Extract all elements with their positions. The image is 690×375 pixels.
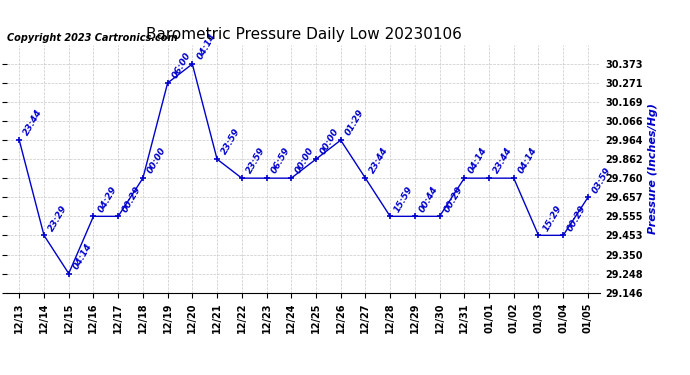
- Text: 23:44: 23:44: [368, 146, 391, 176]
- Text: 03:59: 03:59: [591, 165, 613, 195]
- Text: 23:59: 23:59: [220, 127, 242, 156]
- Text: 23:59: 23:59: [244, 146, 266, 176]
- Text: 00:00: 00:00: [146, 146, 168, 176]
- Text: 00:29: 00:29: [566, 203, 588, 232]
- Text: 04:14: 04:14: [72, 242, 94, 271]
- Text: 04:29: 04:29: [96, 184, 118, 213]
- Text: 15:59: 15:59: [393, 184, 415, 213]
- Text: 23:29: 23:29: [47, 203, 69, 232]
- Text: 00:29: 00:29: [121, 184, 143, 213]
- Text: 15:29: 15:29: [541, 203, 563, 232]
- Text: 23:44: 23:44: [22, 108, 44, 137]
- Text: 23:44: 23:44: [492, 146, 514, 176]
- Text: 04:14: 04:14: [467, 146, 489, 176]
- Text: 04:14: 04:14: [195, 32, 217, 61]
- Text: 00:00: 00:00: [319, 127, 341, 156]
- Text: 00:44: 00:44: [417, 184, 440, 213]
- Text: Copyright 2023 Cartronics.com: Copyright 2023 Cartronics.com: [7, 33, 177, 42]
- Text: 00:29: 00:29: [442, 184, 464, 213]
- Title: Barometric Pressure Daily Low 20230106: Barometric Pressure Daily Low 20230106: [146, 27, 462, 42]
- Text: 06:59: 06:59: [269, 146, 291, 176]
- Text: 00:00: 00:00: [294, 146, 316, 176]
- Y-axis label: Pressure (Inches/Hg): Pressure (Inches/Hg): [649, 103, 658, 234]
- Text: 06:00: 06:00: [170, 51, 193, 80]
- Text: 01:29: 01:29: [344, 108, 366, 137]
- Text: 04:14: 04:14: [517, 146, 539, 176]
